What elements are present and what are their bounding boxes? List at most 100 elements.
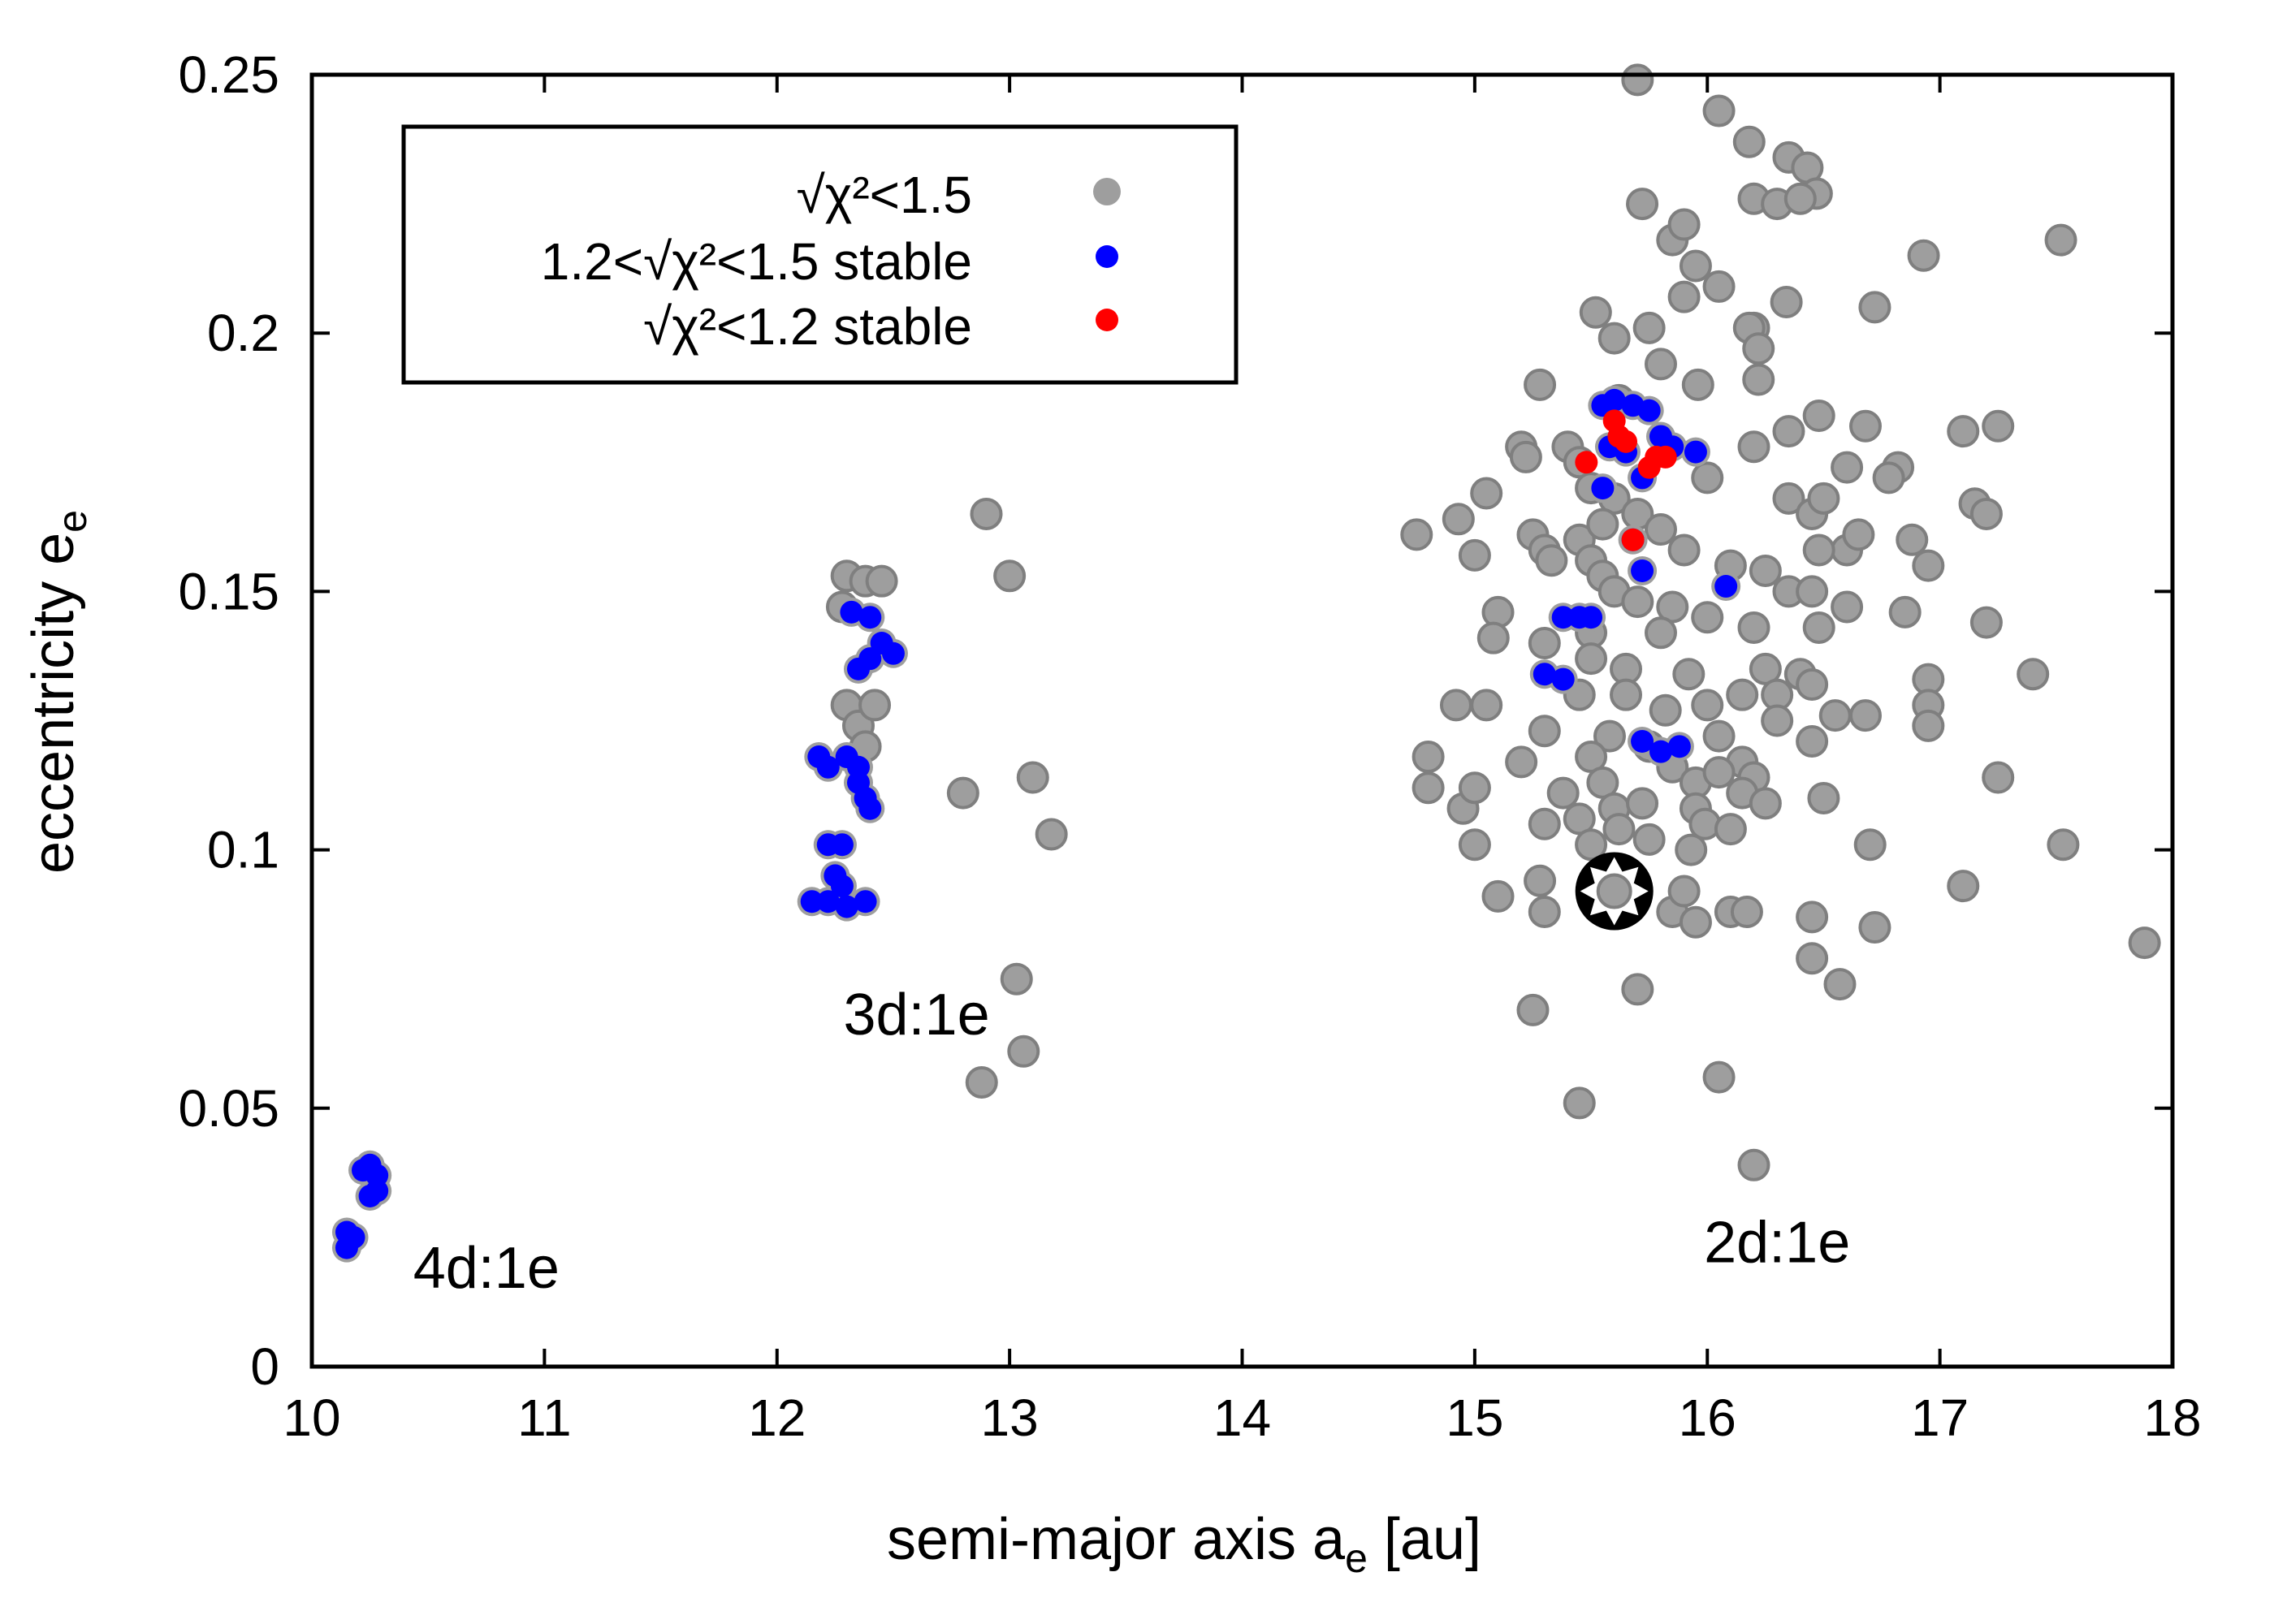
gray-point: [1907, 239, 1940, 272]
gray-point: [1626, 787, 1659, 820]
gray-point: [2044, 223, 2077, 257]
gray-point: [1644, 348, 1677, 381]
gray-point: [1853, 828, 1887, 862]
gray-point: [1602, 813, 1636, 846]
gray-point: [1947, 415, 1980, 448]
blue-point: [1667, 735, 1691, 758]
gray-point: [1644, 513, 1677, 546]
blue-point: [830, 875, 854, 898]
gray-point: [1007, 1034, 1040, 1068]
y-tick-label: 0.25: [178, 45, 279, 104]
gray-point: [946, 776, 979, 810]
gray-point: [1505, 745, 1538, 779]
gray-point: [1749, 787, 1782, 820]
gray-point: [1848, 699, 1882, 732]
gray-point: [1823, 968, 1857, 1001]
gray-point: [1575, 642, 1608, 676]
gray-point: [1796, 724, 1829, 758]
gray-point: [1575, 828, 1608, 862]
gray-point: [1000, 962, 1033, 996]
blue-point: [830, 833, 854, 857]
gray-point: [2128, 926, 2161, 960]
gray-point: [1524, 368, 1557, 401]
x-tick-label: 15: [1446, 1389, 1503, 1447]
blue-point: [1551, 667, 1575, 691]
gray-point: [1528, 627, 1561, 660]
gray-point: [1702, 719, 1736, 753]
legend-label-best-stable: √χ²<1.2 stable: [643, 297, 972, 356]
gray-point: [858, 689, 892, 722]
blue-point: [816, 890, 840, 914]
gray-point: [1702, 756, 1736, 789]
blue-point: [846, 755, 870, 779]
gray-point: [1672, 658, 1706, 691]
gray-point: [1593, 719, 1626, 753]
gray-point: [1667, 533, 1701, 567]
gray-point: [1535, 544, 1568, 577]
gray-point: [1807, 482, 1840, 515]
x-tick-label: 16: [1679, 1389, 1736, 1447]
gray-point: [1770, 286, 1803, 319]
gray-point: [1644, 616, 1677, 650]
gray-point: [1858, 911, 1891, 944]
blue-point: [1714, 575, 1738, 598]
blue-point: [816, 755, 840, 779]
resonance-label: 3d:1e: [843, 983, 989, 1047]
x-tick-label: 10: [283, 1389, 340, 1447]
gray-point: [970, 497, 1003, 530]
y-axis-title: eccentricity ee: [21, 510, 95, 874]
blue-point: [1684, 440, 1707, 464]
gray-point: [1470, 689, 1503, 722]
gray-point: [1442, 503, 1475, 536]
legend-swatch-best-stable: [1096, 309, 1118, 331]
gray-point: [1772, 415, 1805, 448]
blue-point: [840, 600, 863, 624]
gray-point: [1802, 611, 1835, 644]
plot-frame: [309, 72, 2175, 1369]
gray-point: [1458, 771, 1491, 805]
gray-point: [1749, 554, 1782, 587]
gray-point: [1912, 549, 1945, 582]
gray-point: [1681, 368, 1714, 401]
x-axis-title: semi-major axis ae [au]: [887, 1507, 1481, 1581]
gray-point: [1896, 523, 1929, 556]
gray-point: [1702, 270, 1736, 303]
gray-point: [2017, 658, 2050, 691]
gray-point: [1412, 771, 1445, 805]
gray-point: [1912, 709, 1945, 742]
gray-point: [1632, 311, 1666, 344]
gray-point: [1969, 497, 2003, 530]
gray-point: [993, 559, 1027, 593]
gray-point: [1947, 870, 1980, 903]
gray-point: [1732, 125, 1766, 158]
legend-swatch-stable: [1096, 245, 1118, 268]
red-point: [1621, 528, 1645, 551]
blue-point: [1591, 477, 1615, 500]
gray-point: [1621, 585, 1654, 619]
gray-point: [1476, 621, 1510, 654]
gray-point: [1458, 538, 1491, 572]
y-tick-label: 0.05: [178, 1079, 279, 1138]
gray-point: [1610, 678, 1643, 711]
x-tick-label: 17: [1911, 1389, 1969, 1447]
gray-point: [1872, 461, 1905, 495]
gray-point: [1667, 208, 1701, 241]
gray-point: [1772, 482, 1805, 515]
gray-point: [1714, 813, 1747, 846]
gray-point: [1726, 678, 1759, 711]
resonance-label: 4d:1e: [413, 1236, 560, 1301]
gray-point: [1888, 595, 1922, 628]
y-axis-title-subscript: e: [50, 510, 95, 533]
red-point: [1575, 451, 1598, 474]
gray-point: [1400, 518, 1433, 551]
gray-point: [1802, 533, 1835, 567]
red-point: [1615, 430, 1638, 453]
x-tick-label: 12: [748, 1389, 806, 1447]
gray-point: [1742, 332, 1775, 365]
gray-point: [1563, 1086, 1596, 1120]
gray-point: [1679, 249, 1712, 283]
x-tick-label: 13: [981, 1389, 1039, 1447]
blue-point: [835, 895, 858, 918]
gray-point: [1783, 182, 1817, 215]
gray-point: [1524, 864, 1557, 897]
